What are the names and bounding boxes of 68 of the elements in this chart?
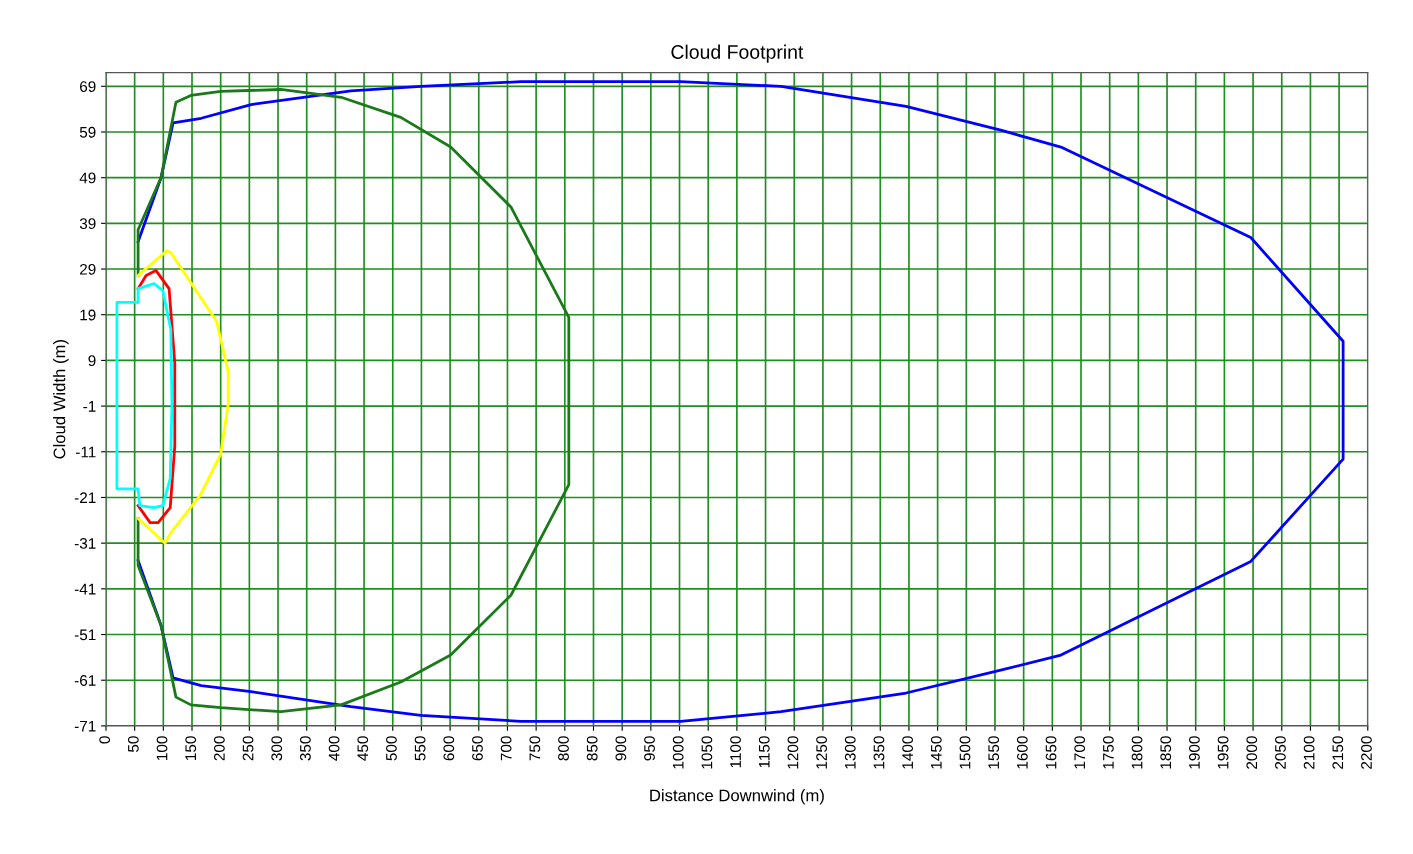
x-tick-label: 50 <box>127 736 139 752</box>
x-tick-label: 2150 <box>1332 736 1344 769</box>
x-tick-label: 2200 <box>1361 736 1372 769</box>
x-tick-label: 650 <box>472 736 483 761</box>
x-tick-label: 1000 <box>672 736 684 769</box>
x-tick-label: 2000 <box>1246 736 1258 769</box>
x-tick-label: 1950 <box>1217 736 1229 769</box>
x-tick-label: 750 <box>529 736 541 761</box>
x-tick-label: 950 <box>644 736 655 761</box>
x-tick-label: 1450 <box>930 736 942 769</box>
x-tick-label: 1750 <box>1102 736 1114 769</box>
y-tick-label: -11 <box>75 446 96 458</box>
x-tick-label: 1800 <box>1131 736 1143 769</box>
x-axis-title: Distance Downwind (m) <box>650 789 824 805</box>
x-tick-label: 0 <box>99 736 111 744</box>
line-series <box>136 88 571 714</box>
y-tick-label: -31 <box>74 538 96 549</box>
chart-title: Cloud Footprint <box>671 44 804 63</box>
x-tick-label: 1400 <box>902 736 914 769</box>
x-tick-label: 1100 <box>730 736 741 768</box>
y-tick-label: -21 <box>74 492 96 504</box>
y-tick-label: -1 <box>83 401 96 412</box>
y-tick-label: 69 <box>80 81 96 92</box>
x-tick-label: 800 <box>558 736 569 761</box>
y-tick-label: -51 <box>74 629 96 641</box>
x-tick-label: 600 <box>443 736 455 761</box>
x-tick-label: 1250 <box>816 736 828 769</box>
x-tick-label: 1300 <box>844 736 856 769</box>
line-series <box>136 80 1345 723</box>
y-tick-label: -61 <box>74 675 96 686</box>
x-tick-label: 900 <box>615 736 627 761</box>
x-tick-label: 300 <box>271 736 283 761</box>
x-tick-label: 550 <box>414 736 426 761</box>
y-tick-label: 49 <box>79 172 96 184</box>
y-tick-label: 9 <box>88 355 96 367</box>
y-tick-label: 39 <box>79 218 96 230</box>
x-tick-label: 400 <box>328 736 340 761</box>
x-tick-label: 350 <box>300 736 311 761</box>
x-tick-label: 1550 <box>988 736 1000 769</box>
x-tick-label: 1050 <box>701 736 713 769</box>
x-tick-label: 2100 <box>1303 736 1315 769</box>
x-tick-label: 1850 <box>1160 736 1172 769</box>
x-tick-label: 1650 <box>1045 736 1057 769</box>
x-tick-label: 2050 <box>1275 736 1286 769</box>
x-tick-label: 1350 <box>873 736 885 769</box>
x-tick-label: 1150 <box>758 736 770 768</box>
line-series <box>115 282 174 509</box>
line-series <box>136 249 230 545</box>
x-tick-label: 850 <box>586 736 598 761</box>
x-tick-label: 100 <box>156 736 168 760</box>
y-tick-label: -71 <box>74 720 96 732</box>
y-tick-label: 29 <box>80 263 96 275</box>
x-tick-label: 1500 <box>959 736 971 769</box>
y-tick-label: 59 <box>79 126 96 138</box>
x-tick-label: 1900 <box>1189 736 1200 769</box>
x-tick-label: 1600 <box>1016 736 1028 769</box>
x-tick-label: 250 <box>242 736 254 761</box>
y-axis-title: Cloud Width (m) <box>53 340 69 459</box>
y-tick-label: 19 <box>80 309 96 321</box>
x-tick-label: 150 <box>185 736 197 760</box>
x-tick-label: 450 <box>357 736 369 761</box>
x-tick-label: 700 <box>500 736 512 761</box>
y-tick-label: -41 <box>74 583 96 595</box>
x-tick-label: 1700 <box>1074 736 1086 769</box>
line-series <box>136 269 177 524</box>
x-tick-label: 1200 <box>787 736 799 769</box>
x-tick-label: 200 <box>213 736 225 761</box>
x-tick-label: 500 <box>386 736 397 761</box>
